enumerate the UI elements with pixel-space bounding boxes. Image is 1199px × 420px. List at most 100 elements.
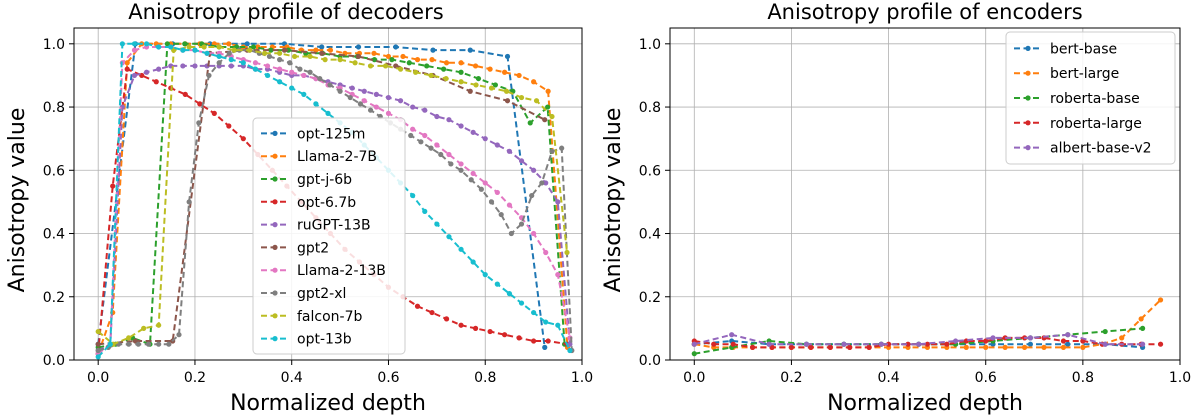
data-point: [506, 291, 513, 297]
x-tick-label: 1.0: [571, 370, 593, 386]
legend-item: opt-125m: [261, 126, 365, 142]
data-point: [494, 189, 500, 196]
data-point: [262, 50, 268, 56]
data-point: [297, 66, 303, 72]
data-point: [531, 79, 537, 85]
data-point: [866, 344, 872, 350]
data-point: [542, 117, 548, 123]
data-point: [1060, 344, 1067, 350]
data-point: [788, 344, 795, 350]
legend-label: Llama-2-7B: [297, 149, 377, 165]
legend-item: albert-base-v2: [1014, 141, 1152, 157]
data-point: [192, 47, 198, 53]
data-point: [145, 341, 152, 347]
data-point: [422, 132, 428, 139]
data-point: [186, 199, 192, 205]
data-point: [126, 335, 132, 341]
data-point: [518, 158, 525, 164]
data-point: [472, 325, 479, 331]
legend-label: ruGPT-13B: [297, 218, 371, 234]
data-point: [542, 344, 548, 350]
data-point: [349, 85, 355, 91]
data-point: [361, 88, 367, 94]
legend-label: Llama-2-13B: [297, 263, 386, 279]
data-point: [730, 341, 736, 347]
data-point: [539, 180, 545, 186]
data-point: [389, 57, 395, 63]
data-point: [559, 145, 565, 151]
data-point: [412, 69, 419, 75]
legend-item: Llama-2-13B: [261, 263, 386, 279]
y-tick-label: 0.6: [639, 163, 661, 179]
series-line: [98, 42, 566, 349]
x-tick-label: 0.0: [87, 370, 109, 386]
data-point: [434, 221, 440, 227]
data-point: [531, 309, 537, 316]
legend-marker: [1025, 120, 1031, 126]
series-falcon-7b: [95, 44, 570, 347]
data-point: [446, 117, 452, 123]
tick-labels: 0.0 0.2 0.4 0.6 0.8 1.0 0.0 0.2 0.4 0.6 0.8 1.0: [43, 37, 593, 386]
legend-item: bert-base: [1014, 41, 1117, 57]
data-point: [422, 208, 428, 214]
legend: bert-base bert-large roberta-base roberta-l…: [1005, 31, 1176, 165]
data-point: [301, 72, 307, 79]
x-tick-label: 0.4: [877, 370, 899, 386]
data-point: [488, 199, 495, 205]
y-axis-label: Anisotropy value: [5, 108, 30, 293]
legend-marker: [272, 336, 278, 342]
data-point: [371, 50, 377, 56]
data-point: [124, 66, 130, 72]
data-point: [410, 104, 416, 110]
data-point: [916, 341, 922, 347]
data-point: [313, 101, 319, 107]
data-point: [367, 107, 374, 113]
data-point: [501, 69, 508, 75]
data-point: [531, 230, 537, 237]
data-point: [504, 98, 511, 104]
data-point: [494, 142, 500, 148]
series-line: [97, 42, 571, 358]
legend-box: [252, 117, 406, 355]
legend-marker: [272, 199, 278, 205]
y-tick-label: 0.8: [639, 100, 661, 116]
data-point: [529, 192, 535, 199]
data-point: [373, 91, 379, 97]
data-point: [240, 60, 246, 66]
data-point: [164, 41, 170, 47]
data-point: [1140, 341, 1146, 347]
data-point: [482, 272, 488, 278]
legend-label: gpt2: [297, 240, 329, 256]
data-point: [448, 161, 454, 167]
data-point: [555, 272, 561, 278]
data-point: [691, 351, 697, 357]
data-point: [438, 151, 444, 158]
data-point: [422, 107, 428, 113]
data-point: [355, 44, 362, 50]
data-point: [252, 66, 259, 72]
data-point: [458, 79, 464, 85]
data-point: [373, 104, 379, 110]
data-point: [555, 322, 561, 328]
data-point: [564, 249, 570, 256]
x-tick-label: 0.0: [683, 370, 705, 386]
data-point: [143, 41, 150, 47]
data-point: [924, 341, 931, 347]
data-point: [307, 53, 313, 60]
data-point: [397, 98, 404, 104]
legend-item: gpt-j-6b: [261, 172, 352, 188]
data-point: [216, 53, 222, 60]
legend-item: gpt2-xl: [261, 286, 346, 302]
data-point: [110, 183, 116, 189]
data-point: [434, 142, 440, 148]
data-point: [319, 44, 325, 50]
data-point: [211, 110, 217, 116]
data-point: [545, 338, 551, 344]
data-point: [766, 341, 772, 347]
data-point: [168, 44, 174, 50]
data-point: [131, 41, 138, 47]
data-point: [482, 136, 488, 142]
data-point: [410, 126, 416, 132]
data-point: [827, 344, 833, 350]
legend-item: ruGPT-13B: [261, 218, 371, 234]
